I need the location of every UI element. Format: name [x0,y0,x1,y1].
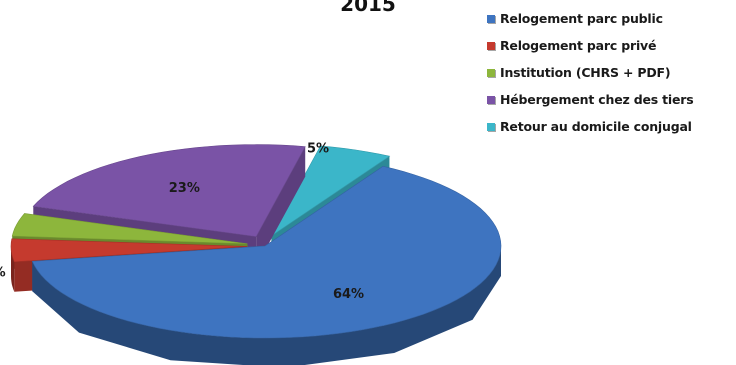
legend-label: Relogement parc privé [500,38,657,53]
pie-slice-side [256,146,306,267]
pie-slice-top [10,238,248,263]
data-label: 4% [0,266,6,281]
pie-slice-wall [11,246,15,292]
legend-swatch [487,95,495,104]
data-label: 23% [169,181,200,196]
pie-slice-top [31,165,502,339]
legend-label: Relogement parc public [500,11,663,26]
legend-item-relogement-parc-prive: Relogement parc privé [487,35,736,56]
pie-slice-top [11,213,248,245]
pie-slice [31,165,502,365]
legend: Relogement parc public Relogement parc p… [487,8,736,143]
legend-label: Institution (CHRS + PDF) [500,65,671,80]
data-label: 64% [333,287,364,302]
pie-slice-top [32,144,306,237]
chart-title: 2015 [340,0,396,16]
legend-item-institution: Institution (CHRS + PDF) [487,62,736,83]
legend-swatch [487,41,495,50]
legend-item-hebergement-tiers: Hébergement chez des tiers [487,89,736,110]
pie-slice-top [271,145,391,237]
legend-item-relogement-parc-public: Relogement parc public [487,8,736,29]
legend-swatch [487,122,495,131]
legend-label: Hébergement chez des tiers [500,92,694,107]
data-label: 5% [307,142,329,157]
legend-swatch [487,14,495,23]
legend-item-retour-domicile: Retour au domicile conjugal [487,116,736,137]
legend-label: Retour au domicile conjugal [500,119,692,134]
pie-slice-wall [32,246,501,365]
legend-swatch [487,68,495,77]
